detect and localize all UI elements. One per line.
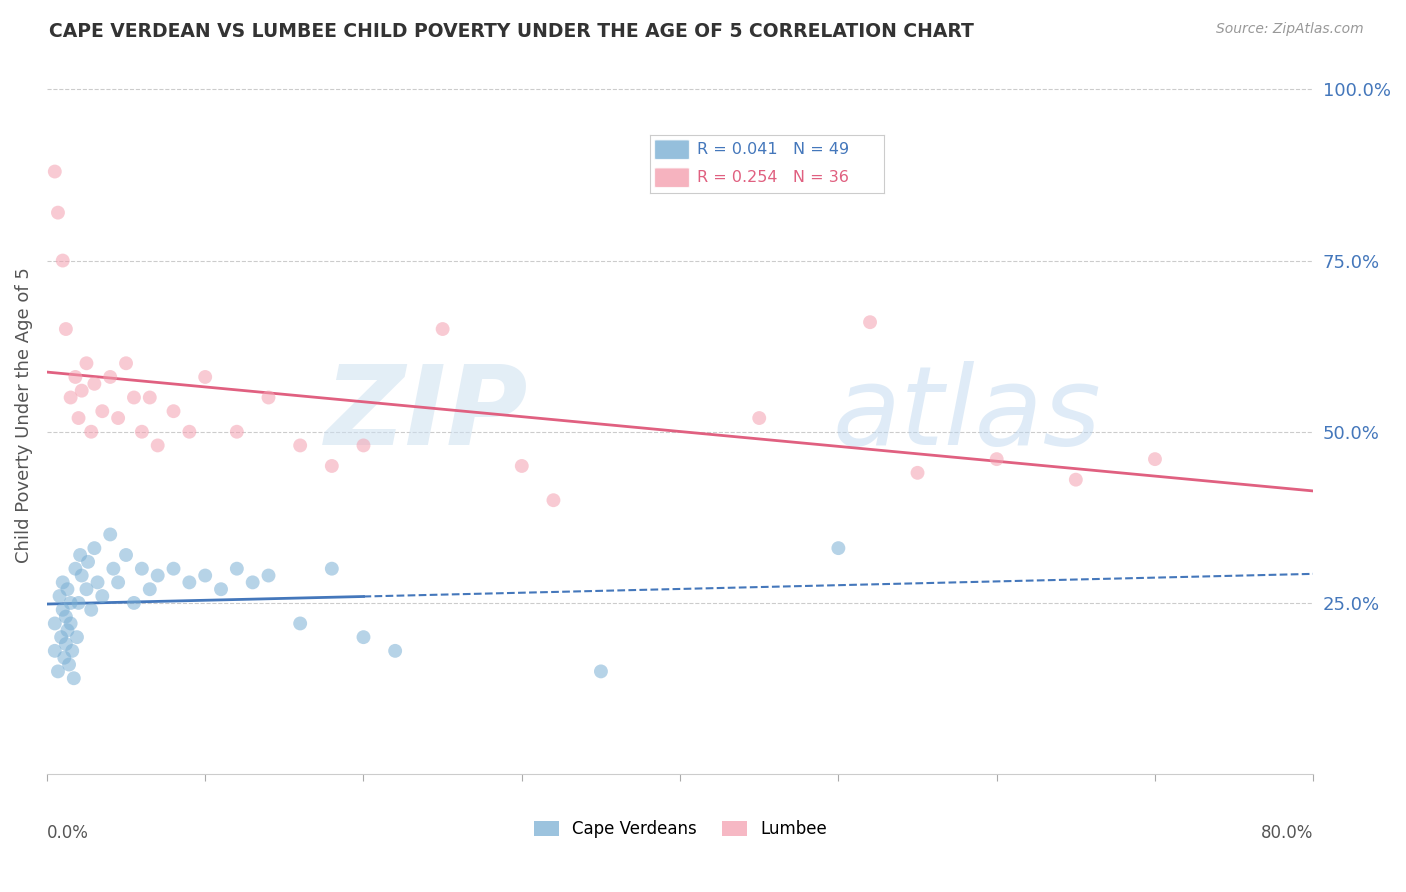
Point: [907, 466, 929, 480]
Point: [225, 425, 247, 439]
Point: [65, 370, 87, 384]
Point: [98, 527, 121, 541]
Point: [257, 391, 280, 405]
Point: [288, 616, 311, 631]
Point: [179, 425, 201, 439]
Point: [44, 616, 66, 631]
Point: [65, 562, 87, 576]
Point: [209, 582, 232, 597]
Point: [384, 644, 406, 658]
Point: [257, 568, 280, 582]
Point: [59, 391, 82, 405]
Point: [103, 562, 125, 576]
Point: [86, 575, 108, 590]
Point: [242, 575, 264, 590]
Point: [827, 541, 849, 556]
Point: [83, 541, 105, 556]
Point: [748, 411, 770, 425]
Point: [59, 596, 82, 610]
Point: [122, 391, 145, 405]
Point: [77, 555, 100, 569]
Point: [131, 425, 153, 439]
Point: [48, 589, 70, 603]
Point: [55, 609, 77, 624]
Point: [194, 568, 217, 582]
Text: R = 0.041   N = 49: R = 0.041 N = 49: [696, 142, 849, 157]
Point: [543, 493, 565, 508]
Point: [60, 644, 83, 658]
Point: [321, 562, 343, 576]
Text: Source: ZipAtlas.com: Source: ZipAtlas.com: [1216, 22, 1364, 37]
Point: [59, 616, 82, 631]
Text: R = 0.254   N = 36: R = 0.254 N = 36: [696, 170, 848, 186]
Point: [139, 582, 162, 597]
Text: 80.0%: 80.0%: [1261, 824, 1313, 842]
Point: [1064, 473, 1087, 487]
Point: [44, 164, 66, 178]
Point: [1143, 452, 1166, 467]
Point: [46, 665, 69, 679]
Point: [510, 458, 533, 473]
Point: [46, 205, 69, 219]
Point: [122, 596, 145, 610]
Point: [75, 356, 97, 370]
Y-axis label: Child Poverty Under the Age of 5: Child Poverty Under the Age of 5: [15, 267, 32, 563]
Point: [62, 671, 84, 685]
Point: [80, 425, 103, 439]
Point: [288, 438, 311, 452]
Point: [107, 411, 129, 425]
Point: [353, 630, 375, 644]
Point: [44, 644, 66, 658]
Point: [859, 315, 882, 329]
FancyBboxPatch shape: [654, 168, 689, 187]
Point: [194, 370, 217, 384]
Point: [353, 438, 375, 452]
Point: [91, 404, 114, 418]
Point: [66, 630, 89, 644]
Point: [69, 548, 91, 562]
Point: [162, 404, 184, 418]
Point: [115, 356, 138, 370]
Point: [321, 458, 343, 473]
Point: [55, 322, 77, 336]
Point: [98, 370, 121, 384]
Point: [56, 624, 79, 638]
Point: [52, 253, 75, 268]
Text: CAPE VERDEAN VS LUMBEE CHILD POVERTY UNDER THE AGE OF 5 CORRELATION CHART: CAPE VERDEAN VS LUMBEE CHILD POVERTY UND…: [49, 22, 974, 41]
Point: [49, 630, 72, 644]
Point: [80, 603, 103, 617]
Point: [52, 575, 75, 590]
Point: [139, 391, 162, 405]
Point: [75, 582, 97, 597]
Point: [70, 568, 93, 582]
FancyBboxPatch shape: [654, 140, 689, 160]
Point: [115, 548, 138, 562]
Point: [56, 582, 79, 597]
Point: [986, 452, 1008, 467]
Point: [162, 562, 184, 576]
Text: atlas: atlas: [832, 361, 1101, 468]
Point: [107, 575, 129, 590]
Point: [70, 384, 93, 398]
Point: [146, 568, 169, 582]
Legend: Cape Verdeans, Lumbee: Cape Verdeans, Lumbee: [527, 814, 834, 845]
Point: [52, 603, 75, 617]
Point: [91, 589, 114, 603]
Point: [146, 438, 169, 452]
Text: ZIP: ZIP: [325, 361, 529, 468]
Point: [179, 575, 201, 590]
Point: [67, 596, 90, 610]
Point: [53, 650, 76, 665]
Point: [589, 665, 612, 679]
Point: [58, 657, 80, 672]
Point: [225, 562, 247, 576]
Text: 0.0%: 0.0%: [46, 824, 89, 842]
Point: [131, 562, 153, 576]
Point: [55, 637, 77, 651]
Point: [67, 411, 90, 425]
Point: [432, 322, 454, 336]
Point: [83, 376, 105, 391]
